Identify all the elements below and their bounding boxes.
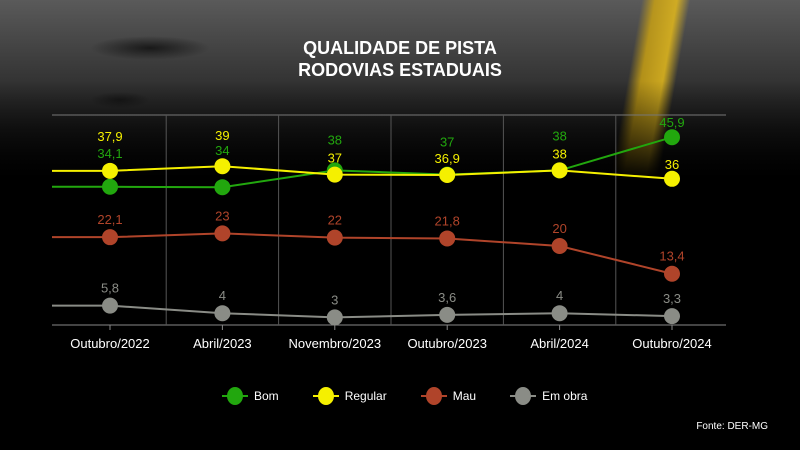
legend-marker	[222, 386, 248, 406]
data-point	[551, 162, 568, 179]
data-point	[214, 158, 231, 175]
data-label: 38	[552, 146, 566, 161]
x-tick-label: Outubro/2022	[70, 336, 150, 351]
data-label: 38	[552, 128, 566, 143]
title-line-1: QUALIDADE DE PISTA	[303, 38, 497, 58]
legend-item-regular[interactable]: Regular	[312, 386, 387, 406]
data-label: 4	[556, 288, 563, 303]
data-label: 23	[215, 208, 229, 223]
data-point	[439, 306, 456, 323]
legend-label: Mau	[452, 389, 477, 403]
data-label: 45,9	[659, 115, 684, 130]
data-label: 37	[440, 135, 454, 150]
data-label: 22	[328, 213, 342, 228]
data-point	[551, 305, 568, 322]
series-line-mau	[52, 232, 673, 275]
data-label: 22,1	[97, 212, 122, 227]
legend-marker	[510, 386, 537, 406]
data-label: 3,3	[663, 291, 681, 306]
x-tick-label: Novembro/2023	[289, 336, 382, 351]
data-point	[102, 178, 118, 195]
source-note: Fonte: DER-MG	[696, 421, 768, 432]
data-label: 37,9	[97, 129, 122, 144]
x-tick-label: Outubro/2023	[407, 336, 487, 351]
series-line-bom	[52, 136, 673, 189]
legend-item-em-obra[interactable]: Em obra	[510, 386, 587, 406]
legend: Bom Regular Mau Em obra	[222, 386, 621, 406]
chart-title: QUALIDADE DE PISTA RODOVIAS ESTADUAIS	[0, 37, 800, 81]
x-tick-label: Abril/2024	[530, 336, 589, 351]
data-point	[664, 308, 680, 325]
series-line-regular	[52, 165, 673, 180]
x-tick-label: Outubro/2024	[632, 336, 712, 351]
data-point	[102, 297, 118, 314]
data-point	[439, 230, 456, 247]
data-label: 21,8	[435, 213, 460, 228]
data-point	[326, 166, 343, 183]
data-point	[102, 162, 118, 179]
data-label: 34,1	[97, 146, 122, 161]
data-label: 5,8	[101, 281, 119, 296]
legend-label: Regular	[344, 389, 387, 403]
data-point	[326, 309, 343, 326]
data-label: 3	[331, 292, 338, 307]
legend-label: Em obra	[542, 389, 588, 403]
legend-item-mau[interactable]: Mau	[420, 386, 477, 406]
data-label: 34	[215, 143, 229, 158]
data-label: 13,4	[659, 249, 684, 264]
data-point	[214, 225, 231, 242]
data-label: 3,6	[438, 290, 456, 305]
legend-item-bom[interactable]: Bom	[222, 386, 279, 406]
data-point	[214, 179, 231, 196]
data-label: 36	[665, 157, 679, 172]
data-label: 20	[552, 221, 566, 236]
data-point	[102, 229, 118, 246]
series-line-em-obra	[52, 304, 673, 319]
x-tick-label: Abril/2023	[193, 336, 252, 351]
legend-marker	[312, 386, 339, 406]
data-point	[214, 305, 231, 322]
data-label: 38	[328, 132, 342, 147]
data-label: 39	[215, 128, 229, 143]
legend-label: Bom	[254, 389, 279, 403]
data-label: 37	[328, 151, 342, 166]
title-line-2: RODOVIAS ESTADUAIS	[298, 60, 502, 80]
data-label: 4	[219, 288, 226, 303]
data-point	[439, 167, 456, 184]
data-point	[326, 229, 343, 246]
data-point	[664, 265, 680, 282]
data-point	[664, 129, 680, 146]
data-point	[551, 238, 568, 254]
data-label: 36,9	[435, 151, 460, 166]
legend-marker	[420, 386, 447, 406]
data-point	[664, 170, 680, 187]
